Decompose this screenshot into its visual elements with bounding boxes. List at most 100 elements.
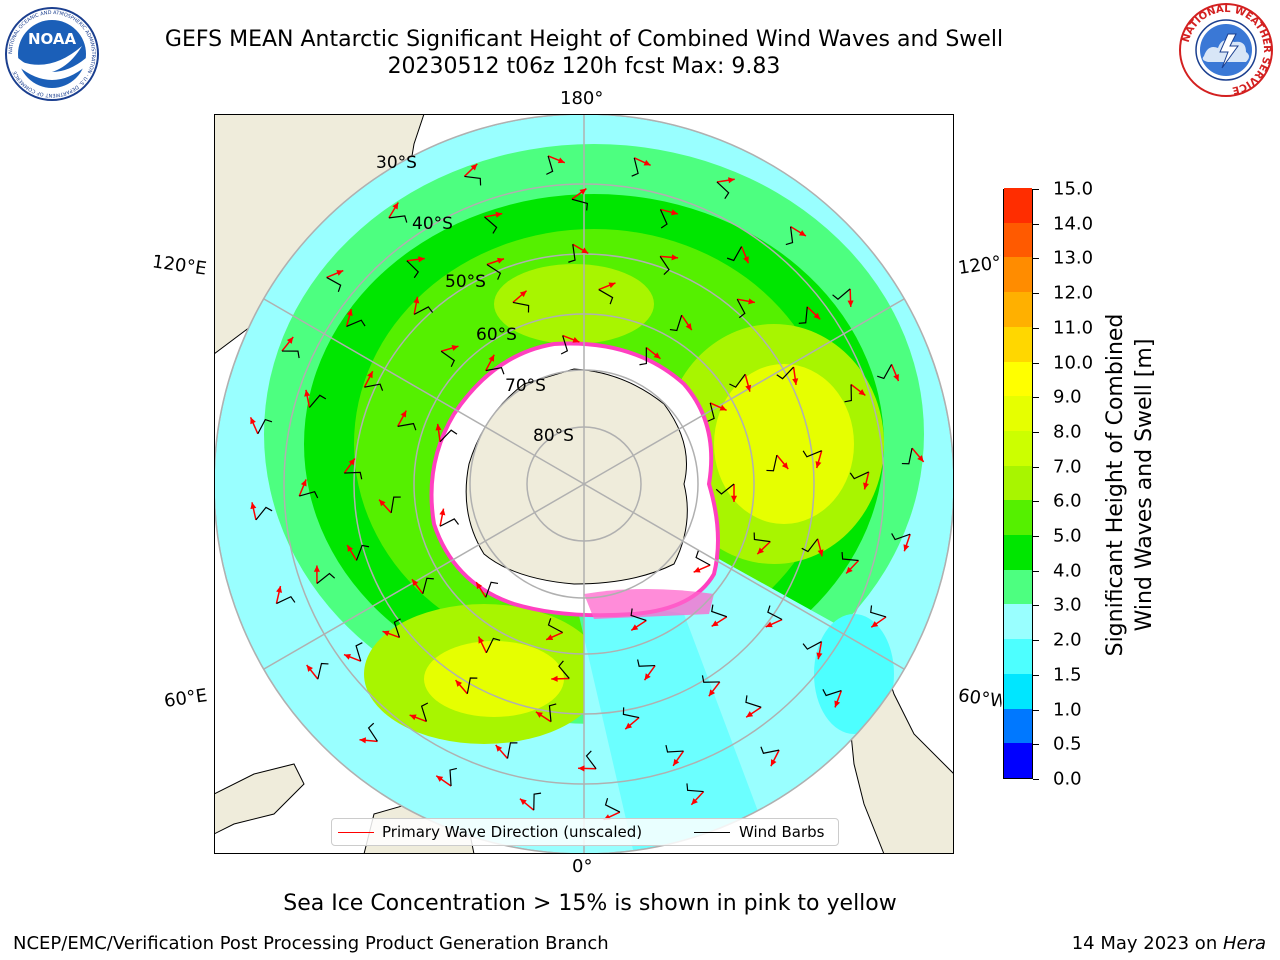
colorbar-tick-label: 13.0 (1053, 247, 1094, 269)
wave-direction-arrowhead (631, 624, 639, 631)
wave-direction-arrows (249, 155, 925, 821)
colorbar-segment (1004, 569, 1032, 605)
lat-label-70s: 70°S (505, 376, 546, 396)
wave-direction-arrowhead (847, 300, 854, 307)
wind-barb (665, 745, 684, 753)
wave-direction-arrowhead (347, 544, 354, 552)
wave-direction-arrowhead (572, 336, 580, 343)
wind-barb (637, 659, 656, 667)
wind-barb (822, 689, 842, 697)
lat-label-60s: 60°S (476, 325, 517, 345)
colorbar-tick-mark (1033, 431, 1039, 433)
wind-barb (745, 695, 762, 708)
wave-direction-arrowhead (757, 547, 764, 555)
colorbar-tick-label: 3.0 (1053, 594, 1082, 616)
wave-direction-arrowhead (346, 309, 353, 316)
wind-barb (281, 350, 300, 359)
wind-barb (533, 792, 542, 811)
lon-label-120e: 120°E (150, 251, 208, 280)
wind-barb (686, 783, 704, 793)
wave-direction-arrowhead (439, 508, 446, 516)
footer-date: 14 May 2023 on Hera (1072, 933, 1266, 954)
wave-direction-arrowhead (379, 499, 386, 507)
wind-barb (355, 544, 370, 561)
wind-barb (802, 641, 822, 650)
colorbar-tick-mark (1033, 258, 1039, 260)
wind-barb (891, 533, 911, 541)
wave-direction-arrowhead (250, 417, 256, 425)
wave-direction-arrowhead (893, 374, 899, 382)
wind-barb (729, 373, 746, 388)
colorbar-tick-label: 1.5 (1053, 664, 1082, 686)
wave-direction-arrowhead (608, 282, 616, 289)
colorbar-segment (1004, 430, 1032, 466)
wind-barb (422, 577, 434, 594)
wave-direction-legend-label: Primary Wave Direction (unscaled) (382, 823, 643, 841)
colorbar-tick-mark (1033, 362, 1039, 364)
graticule (214, 114, 954, 854)
wind-barb (344, 471, 363, 480)
polar-map: 30°S 40°S 50°S 60°S 70°S 80°S (214, 114, 954, 854)
wave-direction-arrowhead (436, 775, 444, 782)
wave-direction-arrowhead (435, 423, 442, 431)
wave-direction-arrowhead (748, 298, 755, 305)
wind-barb (388, 215, 408, 223)
sea-ice-edge-pacific (584, 589, 714, 619)
wave-direction-arrowhead (798, 230, 806, 237)
wind-barb (798, 306, 808, 324)
colorbar-segment (1004, 326, 1032, 362)
wind-barb (604, 798, 621, 813)
wave-direction-arrowhead (863, 482, 869, 490)
wind-barb (299, 490, 319, 499)
colorbar-tick-label: 4.0 (1053, 560, 1082, 582)
wind-barb (736, 298, 746, 319)
lon-label-120w: 120°W (956, 252, 1004, 279)
chart-subtitle: 20230512 t06z 120h fcst Max: 9.83 (387, 54, 781, 79)
colorbar-tick-mark (1033, 605, 1039, 607)
colorbar-tick-mark (1033, 640, 1039, 642)
wave-direction-arrowhead (336, 270, 344, 276)
wave-direction-arrowhead (497, 257, 504, 264)
wind-barb (622, 707, 640, 719)
antarctica-landmass (465, 368, 688, 585)
wave-direction-arrowhead (412, 579, 419, 587)
africa-landmass (214, 763, 305, 835)
wind-barb (767, 605, 783, 621)
lon-label-60w: 60°W (956, 685, 1004, 712)
wave-direction-arrowhead (470, 163, 478, 171)
wave-direction-arrowhead (495, 744, 503, 752)
wind-barb (464, 175, 482, 186)
wind-barb (695, 550, 711, 566)
lat-label-40s: 40°S (412, 214, 453, 234)
wave-direction-arrowhead (348, 458, 355, 466)
wind-barb (439, 429, 458, 443)
wave-direction-arrowhead (671, 254, 679, 261)
wave-direction-arrowhead (313, 565, 320, 572)
wave-direction-arrowhead (250, 502, 257, 510)
wind-barb (760, 746, 780, 754)
wind-barb (726, 246, 743, 262)
wave-direction-arrowhead (746, 711, 754, 718)
footer-host: Hera (1222, 933, 1266, 954)
wave-direction-arrowhead (846, 566, 853, 574)
colorbar-segment (1004, 395, 1032, 431)
wave-direction-arrowhead (903, 544, 910, 552)
wave-direction-arrowhead (535, 711, 543, 718)
wind-barb (548, 703, 557, 722)
colorbar-tick-label: 10.0 (1053, 352, 1094, 374)
wave-direction-arrowhead (557, 157, 565, 164)
wind-barb (367, 722, 378, 742)
wave-direction-arrowhead (858, 389, 866, 396)
wind-barb (440, 350, 455, 368)
wave-direction-arrowhead (625, 722, 633, 730)
wind-barb (355, 642, 363, 662)
colorbar-tick-label: 12.0 (1053, 282, 1094, 304)
noaa-logo-text: NOAA (28, 30, 77, 48)
colorbar-segment (1004, 603, 1032, 640)
wave-direction-arrowhead (765, 621, 773, 628)
wind-barb (364, 383, 384, 391)
wind-barb (558, 660, 570, 679)
wave-direction-arrowhead (306, 665, 313, 672)
wind-barb (316, 572, 336, 584)
wave-direction-arrowhead (551, 675, 558, 682)
